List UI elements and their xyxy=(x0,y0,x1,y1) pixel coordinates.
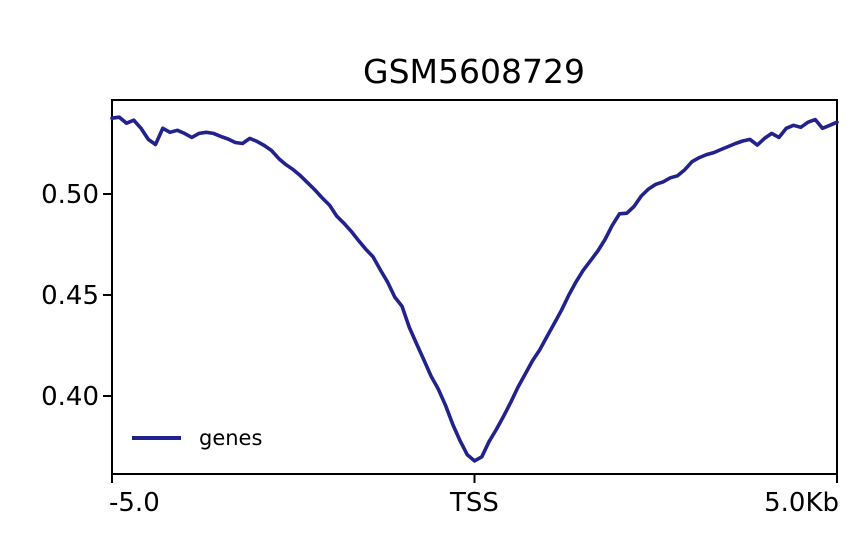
legend: genes xyxy=(132,426,262,450)
x-tick-label-minus5: -5.0 xyxy=(109,488,160,518)
y-tick-label-050: 0.50 xyxy=(41,180,99,210)
y-axis-ticks xyxy=(103,193,112,397)
x-tick-label-tss: TSS xyxy=(449,488,499,518)
y-tick-label-040: 0.40 xyxy=(41,382,99,412)
legend-label: genes xyxy=(199,426,262,450)
x-tick-label-plus5: 5.0Kb xyxy=(764,488,839,518)
plot-frame xyxy=(111,99,838,475)
chart-title: GSM5608729 xyxy=(363,52,585,91)
genes-profile-line xyxy=(110,115,839,463)
y-tick-label-045: 0.45 xyxy=(41,281,99,311)
x-axis-ticks xyxy=(111,474,838,483)
